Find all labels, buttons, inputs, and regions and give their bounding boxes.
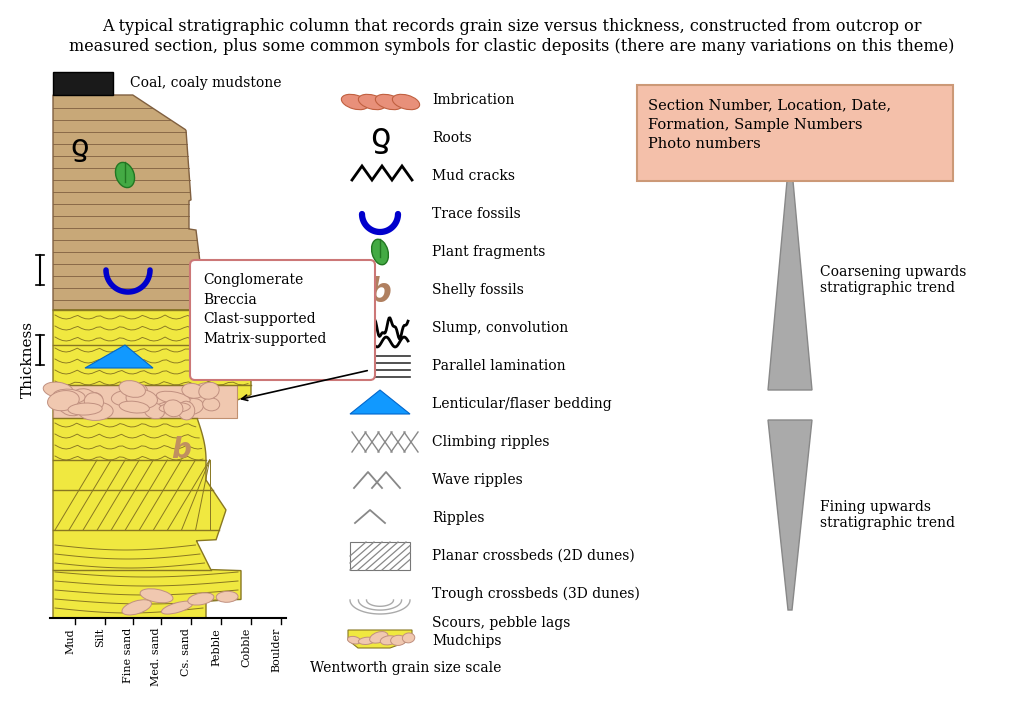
Ellipse shape (162, 601, 193, 614)
Ellipse shape (347, 637, 360, 644)
Text: ƍ: ƍ (370, 121, 390, 154)
Text: Cs. sand: Cs. sand (181, 628, 191, 676)
Ellipse shape (63, 392, 95, 409)
Ellipse shape (116, 390, 145, 403)
Text: Wentworth grain size scale: Wentworth grain size scale (310, 661, 502, 675)
Text: b: b (171, 436, 190, 464)
Text: Trough crossbeds (3D dunes): Trough crossbeds (3D dunes) (432, 587, 640, 601)
Ellipse shape (58, 397, 82, 416)
Ellipse shape (43, 382, 74, 398)
Text: Pebble: Pebble (211, 628, 221, 665)
Ellipse shape (68, 403, 102, 415)
Polygon shape (768, 170, 812, 390)
Ellipse shape (125, 384, 147, 398)
Text: Planar crossbeds (2D dunes): Planar crossbeds (2D dunes) (432, 549, 635, 563)
Ellipse shape (159, 402, 190, 413)
Ellipse shape (216, 591, 238, 602)
Text: Roots: Roots (432, 131, 472, 145)
Text: Slump, convolution: Slump, convolution (432, 321, 568, 335)
Ellipse shape (164, 400, 183, 417)
Ellipse shape (358, 94, 386, 110)
Ellipse shape (372, 239, 388, 265)
Ellipse shape (402, 633, 415, 643)
Text: Climbing ripples: Climbing ripples (432, 435, 550, 449)
Ellipse shape (84, 392, 103, 411)
FancyBboxPatch shape (637, 85, 953, 181)
Ellipse shape (144, 403, 165, 419)
Text: Section Number, Location, Date,
Formation, Sample Numbers
Photo numbers: Section Number, Location, Date, Formatio… (648, 98, 891, 151)
Ellipse shape (380, 636, 397, 645)
Ellipse shape (181, 399, 204, 414)
Ellipse shape (53, 389, 85, 404)
Ellipse shape (390, 635, 406, 645)
Text: Coarsening upwards
stratigraphic trend: Coarsening upwards stratigraphic trend (820, 265, 967, 295)
Polygon shape (350, 390, 410, 414)
Polygon shape (85, 345, 153, 368)
Ellipse shape (157, 391, 190, 404)
Ellipse shape (119, 401, 150, 413)
Text: b: b (368, 277, 392, 310)
Ellipse shape (370, 632, 388, 643)
Text: Cobble: Cobble (241, 628, 251, 668)
Text: Thickness: Thickness (22, 322, 35, 399)
Text: Boulder: Boulder (271, 628, 281, 673)
Polygon shape (53, 95, 206, 310)
Text: Parallel lamination: Parallel lamination (432, 359, 565, 373)
Ellipse shape (135, 394, 153, 406)
Ellipse shape (187, 592, 214, 605)
Ellipse shape (72, 389, 97, 407)
Ellipse shape (116, 162, 134, 187)
Ellipse shape (126, 390, 158, 409)
Ellipse shape (47, 390, 79, 411)
Ellipse shape (79, 392, 102, 407)
Ellipse shape (376, 94, 402, 110)
Ellipse shape (78, 402, 113, 420)
Text: Wave ripples: Wave ripples (432, 473, 522, 487)
Text: Mud cracks: Mud cracks (432, 169, 515, 183)
Text: Conglomerate
Breccia
Clast-supported
Matrix-supported: Conglomerate Breccia Clast-supported Mat… (203, 273, 327, 345)
Bar (350, 542, 410, 570)
Ellipse shape (392, 94, 420, 110)
Ellipse shape (341, 94, 369, 110)
Ellipse shape (358, 637, 375, 644)
Text: measured section, plus some common symbols for clastic deposits (there are many : measured section, plus some common symbo… (70, 38, 954, 55)
Bar (53, 72, 113, 95)
Polygon shape (768, 420, 812, 610)
Ellipse shape (119, 380, 145, 397)
Ellipse shape (199, 383, 219, 399)
Polygon shape (53, 310, 251, 618)
Polygon shape (348, 630, 412, 648)
Text: Fining upwards
stratigraphic trend: Fining upwards stratigraphic trend (820, 500, 955, 530)
Text: Scours, pebble lags
Mudchips: Scours, pebble lags Mudchips (432, 616, 570, 648)
Text: Imbrication: Imbrication (432, 93, 514, 107)
Ellipse shape (112, 390, 140, 406)
Text: Med. sand: Med. sand (151, 628, 161, 687)
Ellipse shape (156, 402, 178, 413)
Text: ƍ: ƍ (71, 133, 89, 162)
Text: Coal, coaly mudstone: Coal, coaly mudstone (130, 76, 282, 90)
Ellipse shape (122, 600, 152, 615)
Ellipse shape (178, 402, 195, 420)
Text: Trace fossils: Trace fossils (432, 207, 521, 221)
Text: Plant fragments: Plant fragments (432, 245, 546, 259)
Ellipse shape (182, 383, 204, 398)
Text: Shelly fossils: Shelly fossils (432, 283, 524, 297)
Text: A typical stratigraphic column that records grain size versus thickness, constru: A typical stratigraphic column that reco… (102, 18, 922, 35)
Bar (53, 385, 238, 418)
Text: Ripples: Ripples (432, 511, 484, 525)
Ellipse shape (203, 398, 220, 411)
Text: Silt: Silt (95, 628, 105, 647)
Ellipse shape (191, 383, 216, 403)
Ellipse shape (140, 589, 173, 603)
FancyBboxPatch shape (190, 260, 375, 380)
Text: Lenticular/flaser bedding: Lenticular/flaser bedding (432, 397, 611, 411)
Text: Fine sand: Fine sand (123, 628, 133, 683)
Text: Mud: Mud (65, 628, 75, 654)
